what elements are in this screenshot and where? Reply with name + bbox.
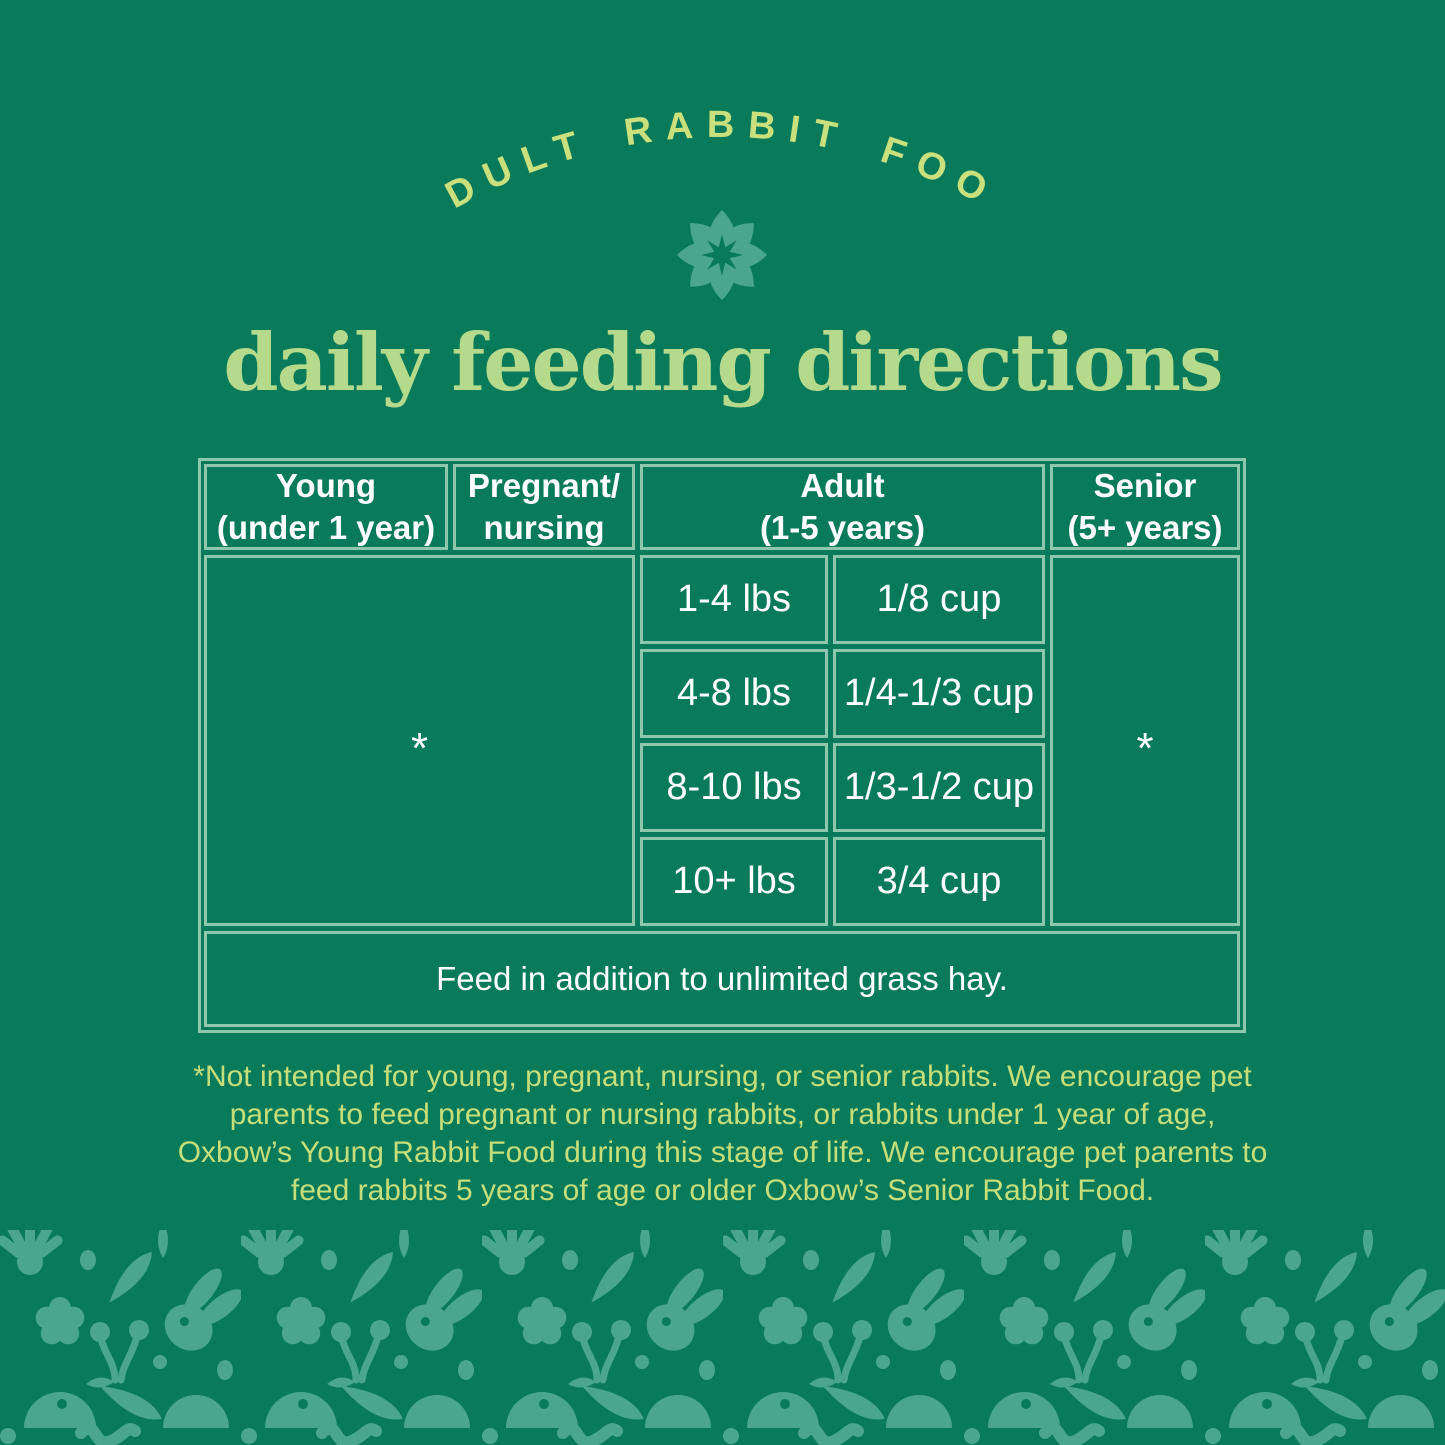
column-header-senior-name: Senior xyxy=(1093,467,1197,505)
column-header-pregnant-nursing: Pregnant/ nursing xyxy=(453,464,635,550)
asterisk: * xyxy=(410,723,429,773)
arc-title-text: ADULT RABBIT FOOD xyxy=(0,0,992,217)
adult-weight-cell: 10+ lbs xyxy=(640,837,828,926)
adult-amount-cell: 1/8 cup xyxy=(833,555,1045,644)
column-header-young: Young (under 1 year) xyxy=(204,464,448,550)
column-header-adult: Adult (1-5 years) xyxy=(640,464,1045,550)
footnote-paragraph: *Not intended for young, pregnant, nursi… xyxy=(177,1060,1268,1207)
arc-title: ADULT RABBIT FOOD xyxy=(0,0,1005,217)
senior-asterisk-cell: * xyxy=(1050,555,1240,926)
column-header-adult-name: Adult xyxy=(800,467,885,505)
adult-amount-cell: 1/3-1/2 cup xyxy=(833,743,1045,832)
column-header-pregnant-name: Pregnant/ xyxy=(467,467,621,505)
flower-medallion-icon xyxy=(677,210,767,300)
adult-amount-cell: 1/4-1/3 cup xyxy=(833,649,1045,738)
column-header-pregnant-detail: nursing xyxy=(483,509,605,546)
adult-weight-cell: 4-8 lbs xyxy=(640,649,828,738)
page-title: daily feeding directions xyxy=(223,316,1223,409)
adult-weight-cell: 8-10 lbs xyxy=(640,743,828,832)
column-header-young-detail: (under 1 year) xyxy=(216,509,436,546)
column-header-senior: Senior (5+ years) xyxy=(1050,464,1240,550)
column-header-senior-detail: (5+ years) xyxy=(1067,509,1223,546)
young-pregnant-asterisk-cell: * xyxy=(204,555,635,926)
adult-weight-cell: 1-4 lbs xyxy=(640,555,828,644)
adult-amount-cell: 3/4 cup xyxy=(833,837,1045,926)
asterisk: * xyxy=(1136,723,1154,773)
column-header-young-name: Young xyxy=(275,467,377,505)
column-header-adult-detail: (1-5 years) xyxy=(759,509,926,546)
svg-text:ADULT RABBIT FOOD: ADULT RABBIT FOOD xyxy=(0,0,1005,217)
rabbit-leaf-flower-pattern xyxy=(0,1230,1445,1445)
table-footer-note: Feed in addition to unlimited grass hay. xyxy=(204,931,1240,1027)
feeding-table: Young (under 1 year) Pregnant/ nursing A… xyxy=(198,458,1246,1033)
